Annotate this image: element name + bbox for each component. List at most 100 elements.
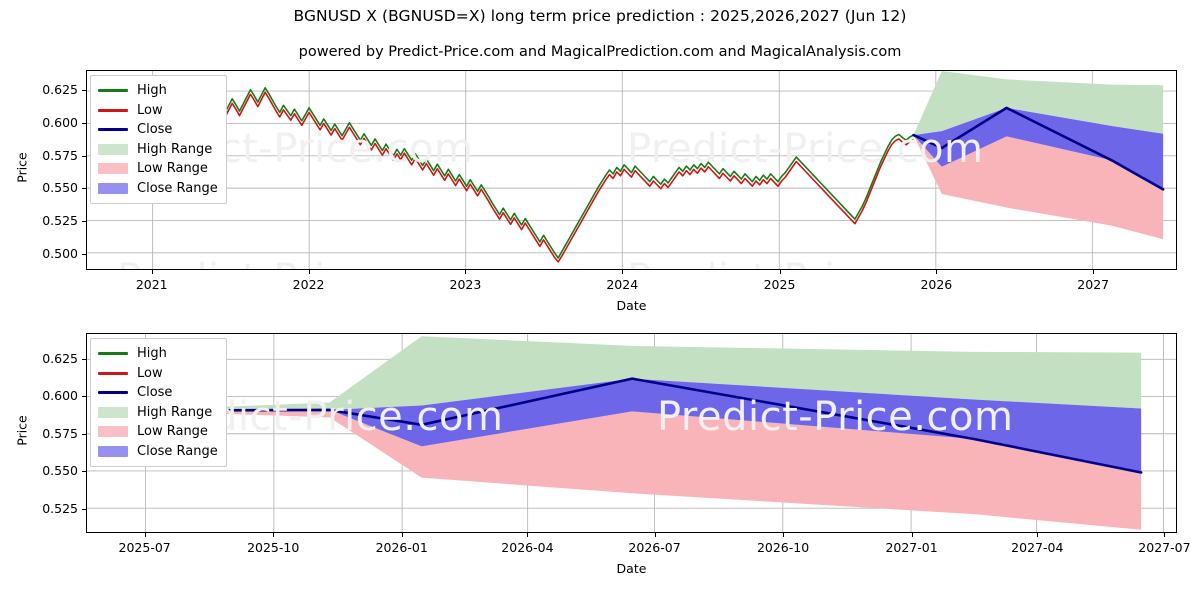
legend-patch-swatch [98, 143, 128, 155]
legend-item-high[interactable]: High [98, 81, 218, 101]
legend-item-label: Low [137, 102, 163, 118]
y-tick-mark [82, 122, 86, 124]
x-tick-mark [401, 533, 403, 537]
legend-patch-swatch [98, 182, 128, 194]
legend-item-label: Low [137, 365, 163, 381]
y-tick-label: 0.600 [42, 114, 78, 130]
y-tick-mark [82, 358, 86, 360]
x-tick-mark [308, 270, 310, 274]
legend-item-close-range[interactable]: Close Range [98, 442, 218, 462]
x-tick-label: 2026-07 [628, 540, 681, 555]
range-bands [913, 71, 1164, 240]
x-tick-label: 2027-01 [885, 540, 938, 555]
legend-patch-swatch [98, 426, 128, 438]
x-tick-label: 2027-07 [1138, 540, 1191, 555]
legend-patch-swatch [98, 406, 128, 418]
bottom-x-axis-label: Date [616, 561, 647, 576]
bottom-legend: High Low Close High Range Low Range Close Ran… [90, 338, 227, 467]
x-tick-mark [779, 270, 781, 274]
legend-item-label: High [137, 346, 167, 362]
x-tick-label: 2026-01 [375, 540, 428, 555]
close-forecast-line [912, 106, 1165, 191]
legend-item-label: Close Range [137, 443, 218, 459]
legend-item-close[interactable]: Close [98, 120, 218, 140]
legend-item-label: High [137, 83, 167, 99]
legend-item-label: Low Range [137, 424, 208, 440]
legend-line-swatch [98, 128, 128, 132]
x-tick-mark [1037, 533, 1039, 537]
top-plot-area: Predict-Price.com Predict-Price.com Pred… [86, 70, 1177, 270]
y-tick-label: 0.550 [42, 463, 78, 479]
x-tick-mark [783, 533, 785, 537]
x-tick-mark [911, 533, 913, 537]
legend-item-label: Close Range [137, 180, 218, 196]
x-tick-label: 2024 [606, 277, 639, 292]
x-tick-label: 2023 [449, 277, 482, 292]
y-tick-mark [82, 155, 86, 157]
x-tick-mark [465, 270, 467, 274]
legend-item-label: Close [137, 385, 173, 401]
x-tick-mark [273, 533, 275, 537]
range-bands [130, 336, 1142, 530]
legend-item-label: Low Range [137, 161, 208, 177]
legend-patch-swatch [98, 445, 128, 457]
x-tick-label: 2027-04 [1011, 540, 1064, 555]
x-tick-mark [1093, 270, 1095, 274]
y-tick-mark [82, 433, 86, 435]
y-tick-label: 0.600 [42, 388, 78, 404]
x-tick-label: 2021 [135, 277, 168, 292]
x-tick-label: 2025-10 [247, 540, 300, 555]
legend-item-label: High Range [137, 404, 213, 420]
page-subtitle: powered by Predict-Price.com and Magical… [298, 44, 902, 60]
history-lines [99, 78, 914, 263]
x-tick-mark [936, 270, 938, 274]
y-tick-mark [82, 508, 86, 510]
x-tick-mark [1164, 533, 1166, 537]
legend-item-label: High Range [137, 141, 213, 157]
page-title: BGNUSD X (BGNUSD=X) long term price pred… [293, 7, 907, 25]
x-tick-mark [144, 533, 146, 537]
legend-line-swatch [98, 371, 128, 375]
y-tick-mark [82, 188, 86, 190]
legend-item-high[interactable]: High [98, 344, 218, 364]
x-tick-label: 2027 [1077, 277, 1110, 292]
y-tick-label: 0.625 [42, 350, 78, 366]
legend-item-low-range[interactable]: Low Range [98, 159, 218, 179]
legend-patch-swatch [98, 163, 128, 175]
y-tick-label: 0.525 [42, 212, 78, 228]
y-tick-label: 0.500 [42, 245, 78, 261]
y-tick-mark [82, 396, 86, 398]
y-tick-mark [82, 253, 86, 255]
legend-item-low-range[interactable]: Low Range [98, 422, 218, 442]
x-tick-label: 2025 [763, 277, 796, 292]
y-tick-label: 0.575 [42, 425, 78, 441]
legend-item-high-range[interactable]: High Range [98, 403, 218, 423]
legend-line-swatch [98, 89, 128, 93]
legend-line-swatch [98, 108, 128, 112]
top-x-axis-label: Date [616, 298, 647, 313]
legend-item-close[interactable]: Close [98, 383, 218, 403]
top-chart-svg [87, 71, 1176, 269]
bottom-plot-area: Predict-Price.com Predict-Price.com [86, 333, 1177, 533]
legend-item-close-range[interactable]: Close Range [98, 179, 218, 199]
y-tick-label: 0.525 [42, 500, 78, 516]
legend-item-high-range[interactable]: High Range [98, 140, 218, 160]
legend-item-label: Close [137, 122, 173, 138]
x-tick-mark [654, 533, 656, 537]
bottom-chart-svg [87, 334, 1176, 532]
legend-line-swatch [98, 391, 128, 395]
x-tick-mark [622, 270, 624, 274]
x-tick-mark [527, 533, 529, 537]
x-tick-label: 2026-10 [756, 540, 810, 555]
close-forecast-line [128, 377, 1143, 474]
x-tick-label: 2025-07 [118, 540, 171, 555]
legend-item-low[interactable]: Low [98, 364, 218, 384]
y-tick-label: 0.550 [42, 180, 78, 196]
y-tick-mark [82, 90, 86, 92]
y-tick-mark [82, 220, 86, 222]
top-legend: High Low Close High Range Low Range Close Ran… [90, 75, 227, 204]
legend-item-low[interactable]: Low [98, 101, 218, 121]
x-tick-mark [151, 270, 153, 274]
y-tick-mark [82, 471, 86, 473]
